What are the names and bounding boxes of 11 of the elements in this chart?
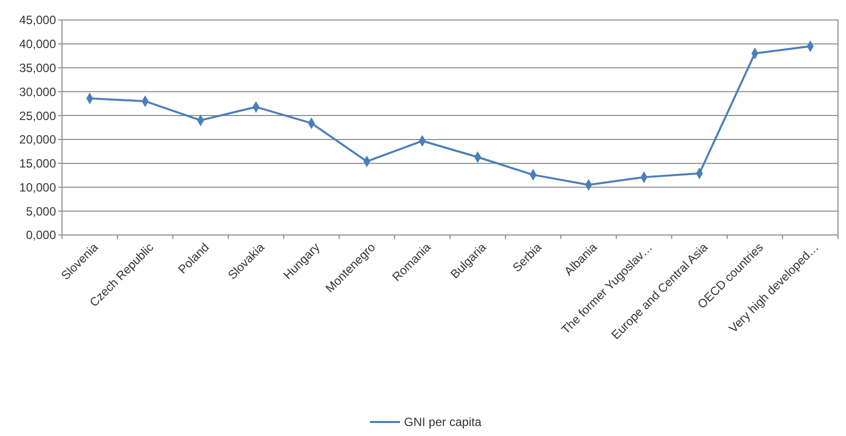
y-tick-label: 20,000 — [19, 132, 56, 147]
y-tick-label: 35,000 — [19, 60, 56, 75]
y-tick-label: 0,000 — [26, 228, 56, 242]
y-tick-label: 40,000 — [19, 37, 56, 52]
y-tick-label: 25,000 — [19, 108, 56, 123]
y-tick-label: 30,000 — [19, 84, 56, 99]
y-tick-label: 10,000 — [19, 180, 56, 194]
legend-label: GNI per capita — [404, 415, 482, 430]
y-tick-label: 5,000 — [26, 204, 56, 218]
y-tick-label: 45,000 — [19, 13, 56, 28]
y-tick-label: 15,000 — [19, 156, 56, 171]
